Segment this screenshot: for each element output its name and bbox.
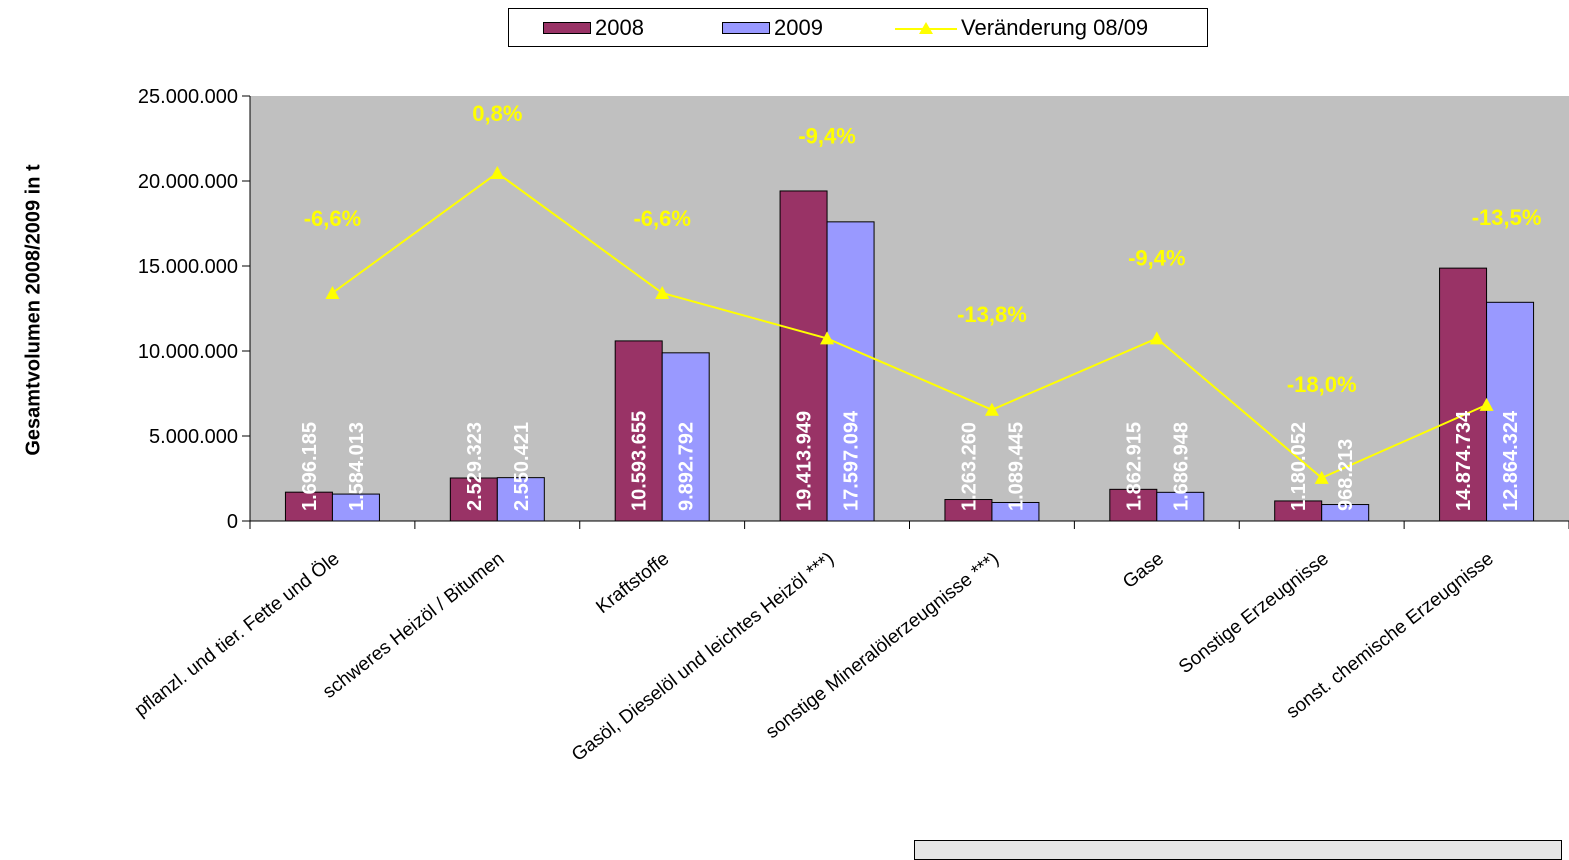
y-tick-label: 15.000.000 bbox=[138, 256, 238, 278]
change-point bbox=[655, 286, 670, 299]
change-label: -18,0% bbox=[1287, 372, 1357, 397]
bar-2008 bbox=[614, 340, 663, 522]
x-tick-label: Gasöl, Dieselöl und leichtes Heizöl ***) bbox=[568, 548, 838, 765]
bar-2009 bbox=[331, 493, 380, 522]
change-point bbox=[820, 331, 835, 345]
bar-2009 bbox=[496, 477, 545, 522]
legend-swatch-2008 bbox=[543, 21, 591, 34]
x-tick-label: pflanzl. und tier. Fette und Öle bbox=[131, 548, 344, 721]
change-label: -6,6% bbox=[633, 206, 690, 231]
legend-label-2008: 2008 bbox=[595, 14, 644, 40]
bar-2009 bbox=[661, 352, 710, 522]
bar-2009 bbox=[826, 221, 875, 522]
y-axis-title: Gesamtvolumen 2008/2009 in t bbox=[22, 164, 45, 456]
plot-area bbox=[250, 96, 1569, 521]
y-tick-label: 25.000.000 bbox=[138, 86, 238, 108]
data-label-2008: 1.696.185 bbox=[299, 422, 321, 511]
y-tick-label: 0 bbox=[227, 511, 238, 533]
legend-item-2009: 2009 bbox=[722, 9, 823, 46]
y-tick-label: 5.000.000 bbox=[149, 426, 238, 448]
change-label: -13,8% bbox=[957, 302, 1027, 327]
data-label-2008: 14.874.734 bbox=[1453, 410, 1475, 511]
legend-item-change: Veränderung 08/09 bbox=[895, 9, 1148, 46]
data-label-2008: 19.413.949 bbox=[794, 411, 816, 511]
note-box bbox=[914, 840, 1562, 860]
x-tick-label: Sonstige Erzeugnisse bbox=[1175, 548, 1333, 678]
x-tick-label: Gase bbox=[1119, 548, 1168, 593]
legend-item-2008: 2008 bbox=[543, 9, 644, 46]
change-point bbox=[1314, 470, 1329, 484]
change-label: -6,6% bbox=[304, 206, 361, 231]
change-label: 0,8% bbox=[472, 101, 522, 126]
data-label-2008: 2.529.323 bbox=[464, 422, 486, 511]
change-label: -9,4% bbox=[1128, 245, 1185, 270]
data-label-2008: 1.180.052 bbox=[1288, 422, 1310, 511]
bar-2008 bbox=[284, 491, 333, 522]
legend-swatch-change bbox=[895, 21, 957, 34]
bar-2009 bbox=[991, 501, 1040, 522]
change-point bbox=[325, 286, 340, 299]
change-point bbox=[984, 402, 999, 416]
data-label-2009: 17.597.094 bbox=[841, 410, 863, 511]
data-label-2009: 1.089.445 bbox=[1005, 422, 1027, 511]
bar-2009 bbox=[1156, 491, 1205, 522]
legend-label-change: Veränderung 08/09 bbox=[961, 14, 1149, 40]
change-point bbox=[1149, 331, 1164, 345]
x-tick-label: schweres Heizöl / Bitumen bbox=[319, 548, 508, 702]
data-label-2009: 2.550.421 bbox=[511, 422, 533, 511]
chart-legend: 2008 2009 Veränderung 08/09 bbox=[508, 8, 1208, 47]
bar-2008 bbox=[449, 477, 498, 522]
bar-2008 bbox=[1439, 267, 1488, 522]
legend-swatch-2009 bbox=[722, 21, 770, 34]
y-tick-label: 20.000.000 bbox=[138, 171, 238, 193]
legend-label-2009: 2009 bbox=[774, 14, 823, 40]
change-line bbox=[331, 171, 1487, 480]
change-label: -9,4% bbox=[798, 123, 855, 148]
data-label-2009: 1.686.948 bbox=[1170, 422, 1192, 511]
change-label: -13,5% bbox=[1472, 205, 1542, 230]
change-point bbox=[490, 166, 505, 179]
y-tick-label: 10.000.000 bbox=[138, 341, 238, 363]
data-label-2009: 9.892.792 bbox=[676, 422, 698, 511]
data-label-2009: 968.213 bbox=[1335, 439, 1357, 511]
data-label-2009: 12.864.324 bbox=[1500, 410, 1522, 511]
bar-2009 bbox=[1321, 504, 1370, 522]
bar-2008 bbox=[779, 190, 828, 522]
data-label-2008: 1.263.260 bbox=[958, 422, 980, 511]
data-label-2009: 1.584.013 bbox=[346, 422, 368, 511]
data-label-2008: 1.862.915 bbox=[1123, 422, 1145, 511]
x-tick-label: Kraftstoffe bbox=[592, 548, 673, 618]
change-point bbox=[1479, 397, 1494, 411]
data-label-2008: 10.593.655 bbox=[629, 411, 651, 511]
bar-2009 bbox=[1486, 301, 1535, 522]
